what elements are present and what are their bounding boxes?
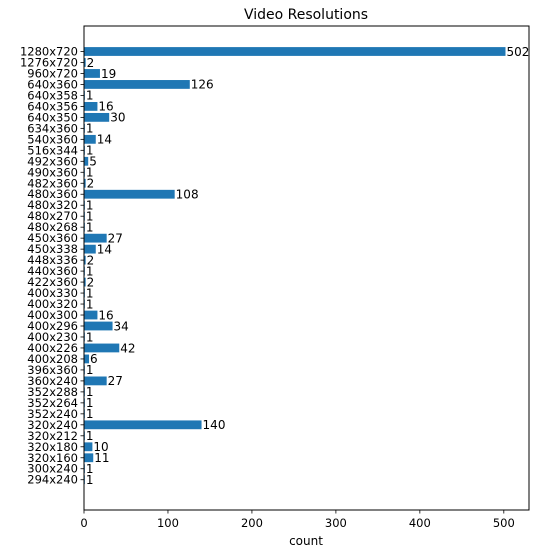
bar-360x240 <box>84 377 107 386</box>
bars-group <box>84 47 505 484</box>
data-label-352x240: 1 <box>86 407 94 421</box>
bar-320x240 <box>84 420 202 429</box>
x-tick-label-200: 200 <box>241 516 263 530</box>
data-label-320x240: 140 <box>203 418 226 432</box>
bar-320x160 <box>84 453 93 462</box>
data-label-540x360: 14 <box>97 133 112 147</box>
bar-960x720 <box>84 69 100 78</box>
plot-frame <box>84 26 529 510</box>
data-label-320x160: 11 <box>94 451 109 465</box>
bar-540x360 <box>84 135 96 144</box>
x-tick-label-0: 0 <box>80 516 87 530</box>
data-label-400x300: 16 <box>98 308 113 322</box>
data-label-294x240: 1 <box>86 473 94 487</box>
data-label-320x212: 1 <box>86 429 94 443</box>
x-axis-label: count <box>289 534 323 548</box>
x-axis: 0 100 200 300 400 500 <box>80 510 514 530</box>
bar-492x360 <box>84 157 88 166</box>
bar-400x296 <box>84 322 113 331</box>
data-label-640x350: 30 <box>110 111 125 125</box>
bar-450x360 <box>84 234 107 243</box>
x-tick-label-100: 100 <box>157 516 179 530</box>
y-tick-label-294x240: 294x240 <box>27 473 78 487</box>
data-label-400x230: 1 <box>86 330 94 344</box>
data-label-640x360: 126 <box>191 78 214 92</box>
data-label-400x296: 34 <box>114 319 129 333</box>
data-label-1280x720: 502 <box>506 45 529 59</box>
bar-450x338 <box>84 245 96 254</box>
bar-400x208 <box>84 355 89 364</box>
data-label-396x360: 1 <box>86 363 94 377</box>
data-label-360x240: 27 <box>108 374 123 388</box>
data-label-480x360: 108 <box>176 188 199 202</box>
data-label-400x320: 1 <box>86 297 94 311</box>
data-label-960x720: 19 <box>101 67 116 81</box>
data-label-480x268: 1 <box>86 220 94 234</box>
bar-640x350 <box>84 113 109 122</box>
bar-640x360 <box>84 80 190 89</box>
data-label-640x358: 1 <box>86 89 94 103</box>
y-axis: 1280x7201276x720960x720640x360640x358640… <box>20 45 84 487</box>
data-label-482x360: 2 <box>87 177 95 191</box>
data-label-1276x720: 2 <box>87 56 95 70</box>
data-label-450x338: 14 <box>97 242 112 256</box>
chart-title: Video Resolutions <box>244 7 368 23</box>
bar-320x180 <box>84 442 92 451</box>
bar-400x226 <box>84 344 119 353</box>
data-label-634x360: 1 <box>86 122 94 136</box>
x-tick-label-300: 300 <box>325 516 347 530</box>
bar-480x360 <box>84 190 175 199</box>
bar-400x300 <box>84 311 97 320</box>
bar-640x356 <box>84 102 97 111</box>
x-tick-label-400: 400 <box>409 516 431 530</box>
bar-1280x720 <box>84 47 505 56</box>
x-tick-label-500: 500 <box>493 516 515 530</box>
data-label-400x226: 42 <box>120 341 135 355</box>
